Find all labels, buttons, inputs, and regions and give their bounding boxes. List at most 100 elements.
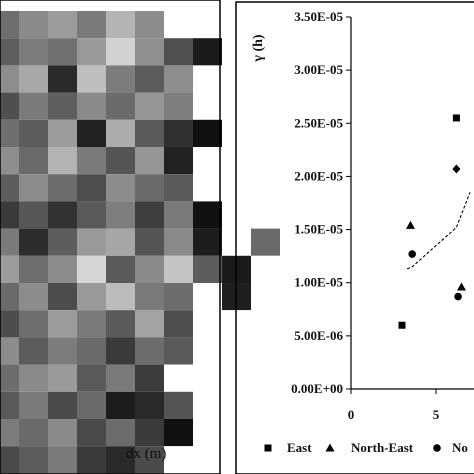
grid-cell: [193, 11, 222, 39]
grid-cell: [193, 283, 222, 311]
grid-cell: [251, 119, 280, 147]
grid-cell: [251, 38, 280, 66]
grid-cell: [164, 228, 193, 256]
grid-cell: [19, 147, 48, 175]
grid-cell: [77, 201, 106, 229]
x-tick-label: 0: [348, 407, 355, 422]
grid-cell: [48, 419, 77, 447]
grid-cell: [251, 337, 280, 365]
point-circle: [408, 250, 417, 258]
point-square: [398, 321, 406, 329]
grid-cell: [19, 65, 48, 93]
grid-cell: [164, 11, 193, 39]
chart-layer: 0.00E+00 5.00E-06 1.00E-05 1.50E-05 2.00E-05…: [251, 9, 474, 455]
grid-cell: [77, 147, 106, 175]
grid-cell: [106, 419, 135, 447]
grid-cell: [251, 364, 280, 392]
grid-cell: [106, 446, 135, 474]
grid-cell: [106, 119, 135, 147]
grid-cell: [106, 283, 135, 311]
grid-cell: [106, 11, 135, 39]
grid-cell: [77, 255, 106, 283]
grid-cell: [0, 147, 19, 175]
grid-cell: [0, 174, 19, 202]
y-tick-label: 3.50E-05: [294, 9, 343, 24]
grid-cell: [251, 228, 280, 256]
grid-cell: [135, 364, 164, 392]
grid-cell: [77, 364, 106, 392]
grid-cell: [193, 255, 222, 283]
grid-cell: [19, 419, 48, 447]
y-tick-label: 0.00E+00: [291, 381, 343, 396]
grid-cell: [0, 337, 19, 365]
grid-cell: [164, 38, 193, 66]
grid-cell: [106, 201, 135, 229]
grid-cell: [0, 391, 19, 419]
grid-cell: [251, 65, 280, 93]
grid-cell: [193, 201, 222, 229]
grid-cell: [193, 391, 222, 419]
grid-cell: [77, 310, 106, 338]
grid-cell: [0, 228, 19, 256]
point-triangle: [457, 282, 466, 291]
grid-cell: [48, 364, 77, 392]
grid-cell: [48, 65, 77, 93]
grid-cell: [48, 310, 77, 338]
left-panel-border: [0, 0, 221, 474]
grid-cell: [0, 201, 19, 229]
grid-cell: [106, 65, 135, 93]
grid-cell: [48, 228, 77, 256]
grid-cell: [77, 337, 106, 365]
legend-label: North-East: [351, 440, 414, 455]
grid-cell: [135, 419, 164, 447]
grid-cell: [48, 201, 77, 229]
grid-cell: [106, 255, 135, 283]
grid-cell: [135, 446, 164, 474]
grid-cell: [164, 255, 193, 283]
grid-cell: [106, 310, 135, 338]
grid-cell: [135, 255, 164, 283]
grid-cell: [19, 228, 48, 256]
grid-cell: [135, 11, 164, 39]
grid-cell: [19, 391, 48, 419]
y-tick-label: 1.00E-05: [294, 275, 343, 290]
grid-cell: [164, 92, 193, 120]
grid-cell: [19, 92, 48, 120]
legend-marker-square: [264, 444, 272, 452]
grid-cell: [48, 174, 77, 202]
grid-cell: [19, 255, 48, 283]
grid-cell: [19, 11, 48, 39]
grid-cell: [135, 337, 164, 365]
grid-cell: [164, 283, 193, 311]
grid-cell: [77, 283, 106, 311]
grid-cell: [193, 119, 222, 147]
grid-cell: [106, 147, 135, 175]
y-tick-label: 2.00E-05: [294, 168, 343, 183]
y-tick-label: 3.00E-05: [294, 62, 343, 77]
grid-cell: [164, 391, 193, 419]
grid-cell: [135, 201, 164, 229]
legend-label: East: [287, 440, 312, 455]
grid-cell: [77, 391, 106, 419]
grid-cell: [0, 119, 19, 147]
grid-cell: [48, 391, 77, 419]
grid-cell: [0, 283, 19, 311]
grid-cell: [48, 38, 77, 66]
y-tick-label: 5.00E-06: [294, 328, 343, 343]
grid-cell: [48, 446, 77, 474]
grid-cell: [48, 147, 77, 175]
grid-cell: [77, 174, 106, 202]
grid-cell: [48, 11, 77, 39]
grid-cell: [19, 364, 48, 392]
grid-cell: [19, 283, 48, 311]
grid-cell: [193, 446, 222, 474]
grid-cell: [77, 65, 106, 93]
grid-cell: [193, 310, 222, 338]
grid-cell: [0, 310, 19, 338]
grid-cell: [251, 310, 280, 338]
grid-cell: [77, 119, 106, 147]
grid-cell: [135, 174, 164, 202]
grid-cell: [135, 38, 164, 66]
grid-cell: [193, 364, 222, 392]
